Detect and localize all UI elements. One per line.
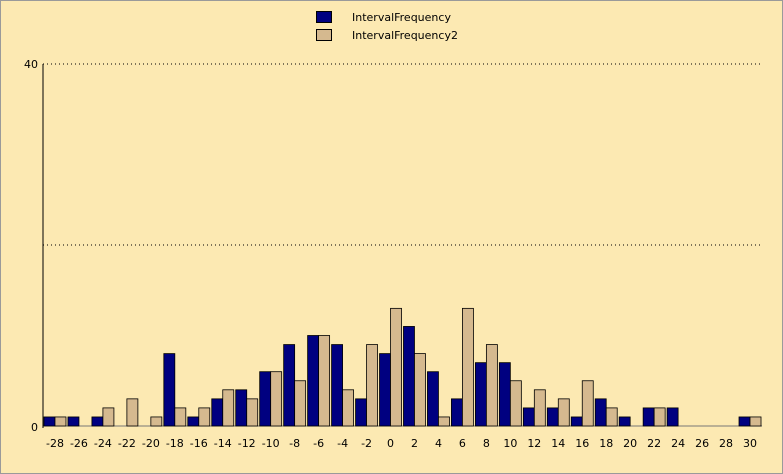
legend-label-series-2: IntervalFrequency2 [352, 28, 458, 42]
x-tick-label: -28 [46, 437, 64, 450]
x-tick-label: -14 [214, 437, 232, 450]
bar-series-1-12 [522, 407, 535, 427]
bar-series-1-2 [403, 326, 415, 427]
legend: IntervalFrequency IntervalFrequency2 [316, 8, 458, 44]
bar-series-1--28 [43, 416, 56, 427]
x-tick-label: -24 [94, 437, 112, 450]
bar-series-2-2 [414, 353, 426, 427]
bar-series-1--8 [283, 344, 296, 427]
bar-series-2-14 [557, 398, 570, 427]
x-tick-label: 30 [743, 437, 757, 450]
bar-series-2--18 [174, 407, 187, 427]
bar-series-1-20 [618, 416, 631, 427]
bar-series-2--12 [246, 398, 259, 427]
bar-series-2-0 [390, 307, 402, 427]
bar-series-1--18 [163, 353, 176, 427]
bar-series-2--22 [126, 398, 139, 427]
x-tick-label: -4 [337, 437, 348, 450]
bar-series-2--6 [318, 335, 331, 427]
x-tick-label: -26 [70, 437, 88, 450]
bar-series-1--14 [211, 398, 224, 427]
bar-series-2-30 [749, 416, 762, 427]
x-tick-label: 26 [695, 437, 709, 450]
bars [43, 307, 762, 427]
x-tick-label: 20 [623, 437, 637, 450]
grid-lines [43, 63, 762, 427]
bar-series-1-0 [379, 353, 391, 427]
bar-series-1-18 [594, 398, 607, 427]
bar-series-1-22 [642, 407, 655, 427]
bar-series-1-16 [570, 416, 583, 427]
x-tick-label: -22 [118, 437, 136, 450]
bar-series-2-18 [605, 407, 618, 427]
bar-series-2--2 [366, 344, 378, 427]
bar-series-2-16 [581, 380, 594, 427]
bar-series-1-6 [451, 398, 463, 427]
x-tick-label: 4 [435, 437, 442, 450]
bar-series-2--14 [222, 389, 235, 427]
bar-series-2--24 [102, 407, 115, 427]
x-tick-label: -18 [166, 437, 184, 450]
x-tick-label: 22 [647, 437, 661, 450]
bar-series-1-8 [474, 362, 487, 427]
x-tick-label: 10 [503, 437, 517, 450]
bar-series-1--26 [67, 416, 80, 427]
x-tick-label: -2 [361, 437, 372, 450]
x-tick-label: 2 [411, 437, 418, 450]
x-tick-label: -20 [142, 437, 160, 450]
bar-series-1-4 [427, 371, 439, 427]
bar-series-2--28 [54, 416, 67, 427]
x-tick-label: -10 [262, 437, 280, 450]
x-tick-label: 8 [483, 437, 490, 450]
bar-series-1--24 [91, 416, 104, 427]
legend-item-series-2: IntervalFrequency2 [316, 26, 458, 44]
bar-series-1--2 [355, 398, 367, 427]
bar-series-1--6 [307, 335, 320, 427]
bar-series-2--10 [270, 371, 283, 427]
legend-swatch-series-1 [316, 11, 332, 23]
bar-series-1--4 [331, 344, 343, 427]
bar-series-1-24 [666, 407, 679, 427]
x-tick-label: 24 [671, 437, 685, 450]
bar-series-2-12 [533, 389, 546, 427]
bar-series-2--4 [342, 389, 354, 427]
x-tick-label: -8 [289, 437, 300, 450]
bar-series-1--12 [235, 389, 248, 427]
x-tick-label: 0 [387, 437, 394, 450]
bar-series-2-4 [438, 416, 450, 427]
bar-series-1--10 [259, 371, 272, 427]
x-tick-label: 12 [527, 437, 541, 450]
bar-series-2--16 [198, 407, 211, 427]
y-tick-label: 40 [24, 58, 38, 71]
bar-series-2-8 [485, 344, 498, 427]
x-tick-label: -16 [190, 437, 208, 450]
y-tick-label: 0 [31, 421, 38, 434]
legend-swatch-series-2 [316, 29, 332, 41]
bar-series-2--8 [294, 380, 307, 427]
x-tick-label: 14 [551, 437, 565, 450]
bar-series-1-10 [498, 362, 511, 427]
bar-series-1--16 [187, 416, 200, 427]
bar-series-2-22 [653, 407, 666, 427]
legend-item-series-1: IntervalFrequency [316, 8, 458, 26]
legend-label-series-1: IntervalFrequency [352, 10, 451, 24]
bar-series-2-6 [462, 307, 474, 427]
x-tick-label: 6 [459, 437, 466, 450]
x-tick-label: -6 [313, 437, 324, 450]
bar-series-1-30 [738, 416, 751, 427]
x-tick-labels: -28 -26 -24 -22 -20 -18 -16 -14 -12 -10 -8 -6 -4 -2 0 2… [46, 437, 757, 450]
x-tick-label: 16 [575, 437, 589, 450]
x-tick-label: -12 [238, 437, 256, 450]
bar-series-2--20 [150, 416, 163, 427]
x-tick-label: 18 [599, 437, 613, 450]
x-tick-label: 28 [719, 437, 733, 450]
bar-series-1-14 [546, 407, 559, 427]
bar-series-2-10 [509, 380, 522, 427]
